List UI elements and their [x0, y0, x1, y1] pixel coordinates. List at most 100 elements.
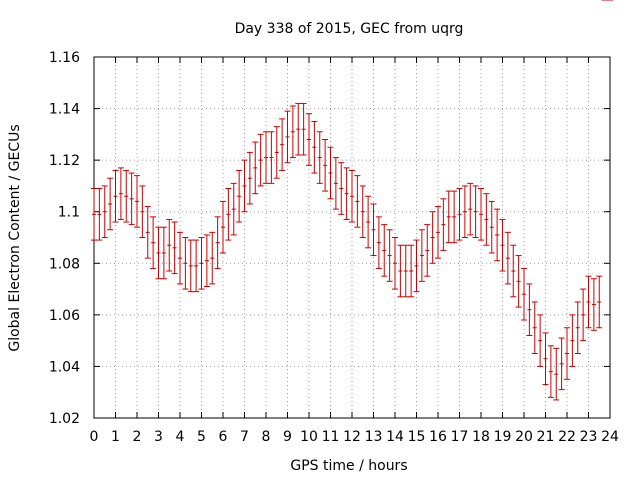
- error-bar-point: [515, 255, 522, 308]
- error-bar-point: [402, 244, 409, 298]
- error-bar-point: [472, 185, 479, 238]
- error-bar-point: [230, 182, 237, 236]
- x-tick-label: 14: [386, 429, 404, 445]
- error-bar-point: [467, 182, 474, 236]
- error-bar-point: [128, 172, 135, 226]
- y-tick-label: 1.04: [49, 359, 80, 375]
- error-bar-point: [504, 231, 511, 285]
- x-tick-label: 8: [262, 429, 271, 445]
- x-tick-label: 3: [154, 429, 163, 445]
- x-tick-label: 20: [515, 429, 533, 445]
- error-bar-point: [354, 175, 361, 228]
- x-tick-label: 16: [429, 429, 447, 445]
- error-bar-point: [445, 190, 452, 244]
- error-bar-point: [569, 314, 576, 367]
- x-tick-label: 24: [601, 429, 619, 445]
- error-bar-point: [209, 231, 216, 285]
- x-tick-label: 13: [365, 429, 383, 445]
- x-tick-label: 4: [176, 429, 185, 445]
- error-bar-point: [123, 169, 130, 223]
- error-bar-point: [564, 327, 570, 380]
- error-bar-point: [150, 216, 157, 269]
- error-bar-point: [91, 188, 97, 241]
- x-tick-label: 12: [343, 429, 361, 445]
- error-bar-point: [241, 159, 248, 213]
- x-tick-label: 0: [90, 429, 99, 445]
- error-bar-point: [596, 275, 603, 329]
- error-bar-point: [585, 275, 592, 329]
- x-tick-label: 23: [580, 429, 598, 445]
- error-bar-point: [440, 198, 447, 251]
- error-bar-point: [429, 211, 436, 264]
- error-bar-point: [311, 120, 318, 174]
- error-bar-point: [435, 206, 441, 259]
- x-axis-label: GPS time / hours: [290, 458, 407, 474]
- error-bar-point: [279, 118, 286, 171]
- error-bar-point: [526, 283, 533, 336]
- error-bar-point: [494, 208, 501, 262]
- error-bar-point: [160, 226, 167, 280]
- x-tick-label: 11: [322, 429, 340, 445]
- error-bar-point: [214, 216, 221, 269]
- error-bar-point: [263, 131, 269, 184]
- x-tick-label: 6: [219, 429, 228, 445]
- x-tick-label: 5: [197, 429, 206, 445]
- error-bar-point: [580, 288, 587, 342]
- x-tick-label: 21: [537, 429, 555, 445]
- error-bar-point: [284, 110, 291, 164]
- error-bar-point: [338, 162, 345, 215]
- x-tick-label: 1: [111, 429, 120, 445]
- error-bar-point: [537, 314, 544, 367]
- y-tick-label: 1.14: [49, 102, 80, 118]
- error-bar-point: [101, 185, 108, 238]
- error-bar-point: [574, 301, 581, 355]
- x-tick-label: 2: [133, 429, 142, 445]
- error-bar-point: [553, 347, 560, 401]
- error-bar-point: [177, 231, 183, 285]
- x-tick-label: 19: [494, 429, 512, 445]
- data-series: [91, 0, 613, 401]
- error-bar-point: [590, 278, 597, 331]
- error-bar-point: [510, 244, 517, 298]
- error-bar-point: [300, 102, 307, 156]
- error-bar-point: [375, 216, 382, 269]
- error-bar-point: [193, 239, 200, 293]
- error-bar-point: [289, 105, 296, 159]
- error-bar-point: [418, 229, 425, 282]
- error-bar-point: [112, 169, 119, 223]
- error-bar-point: [268, 131, 275, 184]
- y-tick-label: 1.06: [49, 308, 80, 324]
- error-bar-point: [381, 224, 388, 277]
- error-bar-point: [306, 113, 312, 166]
- error-bar-point: [478, 188, 484, 241]
- error-bar-point: [117, 167, 124, 220]
- x-tick-label: 22: [558, 429, 576, 445]
- error-bar-point: [198, 237, 205, 290]
- axis-ticks: 0 1 2 3 4 5 6 7 8 9 10 11 12 13 14 15 16 17 18 19 20 21 22 23 24…: [49, 50, 619, 445]
- x-tick-label: 18: [472, 429, 490, 445]
- error-bar-point: [397, 244, 404, 298]
- error-bar-point: [134, 175, 140, 228]
- error-bar-point: [236, 169, 243, 223]
- error-bar-point: [413, 239, 420, 293]
- error-bar-point: [461, 185, 468, 238]
- error-bar-point: [96, 188, 103, 241]
- x-tick-label: 17: [451, 429, 469, 445]
- error-bar-point: [257, 133, 264, 187]
- error-bar-point: [349, 169, 355, 223]
- error-bar-point: [273, 126, 280, 179]
- error-bar-point: [246, 151, 253, 205]
- error-bar-point: [521, 267, 527, 321]
- error-bar-point: [542, 332, 549, 385]
- error-bar-point: [392, 237, 398, 290]
- y-tick-label: 1.12: [49, 153, 80, 169]
- y-axis-label: Global Electron Content / GECUs: [7, 124, 23, 351]
- error-bar-point: [171, 221, 178, 275]
- error-bar-point: [365, 195, 372, 249]
- y-tick-label: 1.08: [49, 256, 80, 272]
- error-bar-point: [499, 218, 506, 272]
- x-tick-label: 9: [283, 429, 292, 445]
- error-bar-point: [483, 193, 490, 246]
- error-bar-point: [155, 226, 162, 280]
